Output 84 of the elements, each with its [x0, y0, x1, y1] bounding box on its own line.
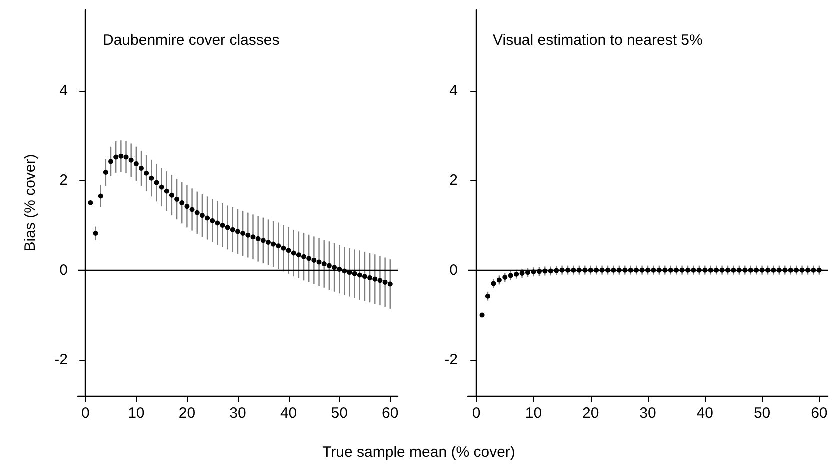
- point: [296, 252, 302, 258]
- x-tick-label: 30: [230, 405, 246, 422]
- point: [200, 213, 205, 218]
- point: [246, 232, 251, 238]
- point: [368, 275, 373, 280]
- x-tick-label: 10: [525, 405, 542, 422]
- x-tick-label: 50: [754, 405, 771, 422]
- point: [322, 262, 327, 267]
- point: [128, 158, 134, 163]
- point: [118, 154, 124, 159]
- point: [138, 166, 144, 171]
- x-tick-label: 40: [696, 405, 714, 422]
- point: [352, 271, 358, 276]
- y-tick-label: -2: [444, 352, 458, 369]
- point: [108, 159, 114, 164]
- x-tick-label: 0: [81, 405, 90, 422]
- point: [220, 222, 226, 228]
- text: Daubenmire cover classes: [103, 32, 280, 49]
- point: [180, 200, 185, 206]
- point: [240, 231, 246, 236]
- point: [154, 180, 160, 186]
- text: Visual estimation to nearest 5%: [493, 32, 703, 49]
- point: [159, 184, 164, 190]
- point: [378, 278, 383, 284]
- x-tick-label: 40: [280, 405, 298, 422]
- x-axis-title: True sample mean (% cover): [322, 444, 516, 461]
- x-tick-label: 50: [331, 405, 348, 422]
- point: [312, 258, 317, 263]
- point: [306, 256, 312, 262]
- point: [326, 263, 332, 268]
- point: [134, 161, 139, 166]
- point: [388, 282, 393, 287]
- x-tick-label: 20: [582, 405, 600, 422]
- point: [480, 312, 485, 318]
- point: [98, 194, 104, 199]
- x-tick-label: 10: [128, 405, 145, 422]
- point: [362, 274, 368, 280]
- point: [372, 276, 378, 282]
- point: [190, 207, 195, 212]
- y-axis-title: Bias (% cover): [22, 154, 39, 252]
- point: [382, 280, 388, 285]
- x-tick-label: 30: [640, 405, 656, 422]
- point: [281, 246, 286, 251]
- point: [144, 170, 150, 176]
- point: [149, 176, 154, 181]
- y-tick-label: 4: [450, 82, 458, 100]
- point: [357, 272, 362, 278]
- point: [184, 204, 190, 210]
- point: [124, 154, 129, 160]
- point: [210, 218, 216, 224]
- point: [164, 188, 170, 194]
- y-tick-label: 0: [60, 262, 68, 279]
- point: [103, 170, 108, 175]
- point: [332, 265, 338, 270]
- x-tick-label: 0: [472, 405, 481, 422]
- point: [93, 231, 98, 236]
- point: [286, 248, 292, 254]
- y-tick-label: 0: [450, 262, 458, 279]
- y-tick-label: -2: [54, 352, 68, 369]
- point: [215, 220, 220, 226]
- y-tick-label: 4: [60, 82, 68, 100]
- point: [276, 244, 282, 249]
- point: [205, 216, 210, 221]
- point: [88, 200, 94, 206]
- point: [316, 260, 322, 265]
- point: [114, 154, 119, 160]
- point: [230, 227, 236, 232]
- x-tick-label: 60: [382, 405, 399, 422]
- point: [256, 236, 261, 242]
- point: [302, 254, 307, 260]
- point: [271, 242, 276, 247]
- point: [266, 240, 271, 245]
- x-tick-label: 20: [178, 405, 196, 422]
- x-tick-label: 60: [811, 405, 828, 422]
- point: [260, 238, 266, 244]
- y-tick-label: 2: [450, 172, 458, 190]
- point: [250, 234, 256, 240]
- point: [291, 250, 296, 256]
- point: [169, 192, 174, 198]
- point: [174, 196, 180, 202]
- y-tick-label: 2: [60, 172, 68, 190]
- point: [236, 229, 240, 234]
- point: [225, 225, 230, 230]
- point: [194, 210, 200, 216]
